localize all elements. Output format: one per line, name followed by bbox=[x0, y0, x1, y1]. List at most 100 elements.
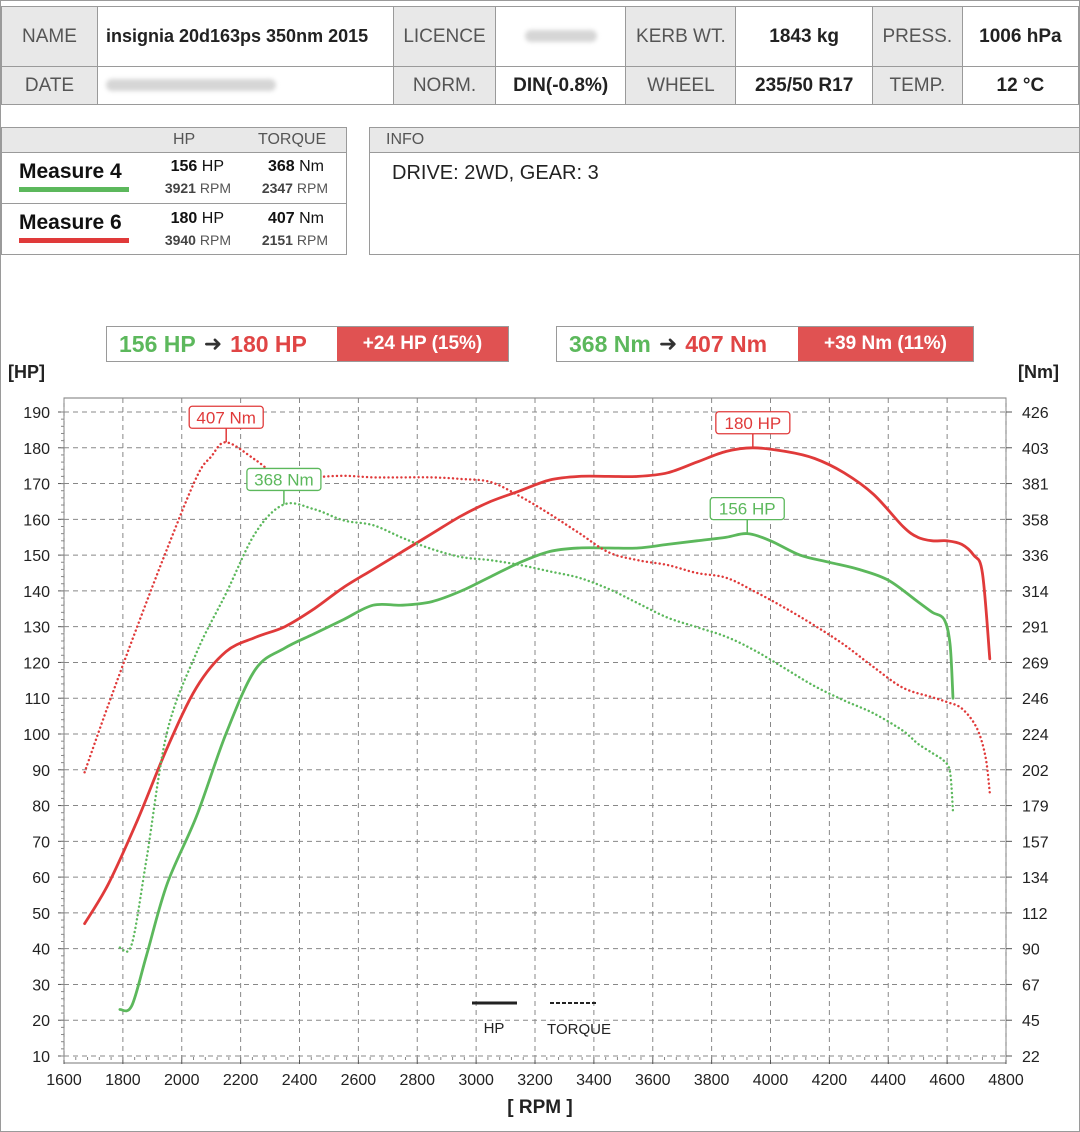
x-tick-label: 4800 bbox=[988, 1072, 1024, 1089]
hp-column-label: HP bbox=[173, 131, 196, 148]
measures-panel: HP TORQUE Measure 4 156 HP 368 Nm 3921 R… bbox=[1, 127, 347, 255]
hp-from-value: 156 HP bbox=[119, 331, 196, 357]
y-right-tick-label: 45 bbox=[1022, 1013, 1040, 1030]
annotation-box bbox=[246, 467, 322, 492]
measure-row[interactable]: Measure 6 180 HP 407 Nm 3940 RPM 2151 RP… bbox=[2, 203, 346, 254]
series-line-torque bbox=[83, 441, 991, 795]
y-left-tick-label: 120 bbox=[23, 655, 50, 672]
chart-legend: HP TORQUE bbox=[472, 1001, 611, 1038]
x-axis-label: [ RPM ] bbox=[507, 1097, 572, 1118]
kerb-weight-label: KERB WT. bbox=[625, 6, 737, 67]
arrow-right-icon: ➜ bbox=[658, 331, 678, 356]
annotation-box bbox=[715, 411, 791, 435]
y-right-tick-label: 134 bbox=[1022, 870, 1049, 887]
legend-hp-label: HP bbox=[484, 1020, 505, 1037]
annotation-label: 407 Nm bbox=[196, 408, 256, 427]
x-tick-label: 1800 bbox=[105, 1072, 141, 1089]
norm-label: NORM. bbox=[392, 66, 497, 105]
measure-hp-value: 180 HP bbox=[170, 210, 224, 227]
chart-ticks: 10 22 20 45 30 67 40 90 50 112 60 134 70 157 80 179 90 20… bbox=[23, 405, 1049, 1089]
y-right-tick-label: 403 bbox=[1022, 441, 1049, 458]
hp-comparison: 156 HP ➜ 180 HP +24 HP (15%) bbox=[106, 326, 509, 362]
x-tick-label: 3400 bbox=[576, 1072, 612, 1089]
y-left-tick-label: 190 bbox=[23, 405, 50, 422]
measure-color-swatch bbox=[19, 187, 129, 192]
y-right-tick-label: 291 bbox=[1022, 620, 1049, 637]
y-left-tick-label: 40 bbox=[32, 942, 50, 959]
legend-torque-label: TORQUE bbox=[547, 1021, 611, 1038]
measure-torque-value: 407 Nm bbox=[267, 210, 324, 227]
x-tick-label: 4600 bbox=[929, 1072, 965, 1089]
torque-to-value: 407 Nm bbox=[685, 331, 768, 357]
x-tick-label: 2400 bbox=[282, 1072, 318, 1089]
y-left-tick-label: 100 bbox=[23, 727, 50, 744]
vehicle-info-table: NAME insignia 20d163ps 350nm 2015 LICENC… bbox=[1, 6, 1080, 105]
y-left-tick-label: 150 bbox=[23, 548, 50, 565]
chart-series bbox=[83, 441, 992, 1013]
x-tick-label: 3200 bbox=[517, 1072, 553, 1089]
torque-comparison: 368 Nm ➜ 407 Nm +39 Nm (11%) bbox=[556, 326, 974, 362]
pressure-value: 1006 hPa bbox=[961, 6, 1080, 67]
y-left-tick-label: 50 bbox=[32, 906, 50, 923]
y-left-tick-label: 90 bbox=[32, 763, 50, 780]
chart-grid bbox=[63, 397, 1007, 1064]
measure-name: Measure 6 bbox=[19, 211, 122, 234]
y-right-tick-label: 67 bbox=[1022, 977, 1040, 994]
y-right-tick-label: 381 bbox=[1022, 477, 1049, 494]
torque-delta-badge: +39 Nm (11%) bbox=[798, 327, 973, 361]
x-tick-label: 3000 bbox=[458, 1072, 494, 1089]
pressure-label: PRESS. bbox=[871, 6, 963, 67]
x-tick-label: 2600 bbox=[341, 1072, 377, 1089]
measure-torque-value: 368 Nm bbox=[267, 158, 324, 175]
temperature-value: 12 °C bbox=[961, 66, 1080, 105]
y-left-tick-label: 20 bbox=[32, 1013, 50, 1030]
date-value bbox=[96, 66, 394, 105]
info-text: DRIVE: 2WD, GEAR: 3 bbox=[392, 162, 599, 184]
y-left-tick-label: 70 bbox=[32, 834, 50, 851]
chart-annotations: 407 Nm 368 Nm 180 HP 156 HP bbox=[188, 405, 791, 534]
y-left-tick-label: 130 bbox=[23, 620, 50, 637]
y-right-tick-label: 336 bbox=[1022, 548, 1049, 565]
y-left-tick-label: 60 bbox=[32, 870, 50, 887]
y-left-axis-label: [HP] bbox=[8, 362, 45, 382]
y-right-tick-label: 22 bbox=[1022, 1049, 1040, 1066]
torque-column-label: TORQUE bbox=[258, 131, 327, 148]
temperature-label: TEMP. bbox=[871, 66, 963, 105]
y-right-tick-label: 112 bbox=[1022, 906, 1048, 923]
x-tick-label: 2800 bbox=[399, 1072, 435, 1089]
y-right-tick-label: 358 bbox=[1022, 512, 1049, 529]
y-right-tick-label: 179 bbox=[1022, 799, 1049, 816]
annotation-label: 368 Nm bbox=[254, 470, 314, 489]
y-left-tick-label: 110 bbox=[24, 691, 50, 708]
measure-color-swatch bbox=[19, 238, 129, 243]
y-left-tick-label: 10 bbox=[32, 1049, 50, 1066]
measure-row[interactable]: Measure 4 156 HP 368 Nm 3921 RPM 2347 RP… bbox=[2, 153, 346, 203]
measure-hp-rpm: 3940 RPM bbox=[164, 232, 231, 248]
info-panel: INFO DRIVE: 2WD, GEAR: 3 bbox=[369, 127, 1080, 255]
norm-value: DIN(-0.8%) bbox=[495, 66, 627, 105]
annotation-box bbox=[188, 405, 264, 429]
wheel-value: 235/50 R17 bbox=[735, 66, 873, 105]
hp-to-value: 180 HP bbox=[230, 331, 307, 357]
y-right-tick-label: 246 bbox=[1022, 691, 1049, 708]
x-tick-label: 1600 bbox=[46, 1072, 82, 1089]
y-left-tick-label: 30 bbox=[32, 977, 50, 994]
x-tick-label: 4200 bbox=[812, 1072, 848, 1089]
y-left-tick-label: 180 bbox=[23, 441, 50, 458]
y-right-tick-label: 314 bbox=[1022, 584, 1049, 601]
x-tick-label: 3600 bbox=[635, 1072, 671, 1089]
y-right-tick-label: 426 bbox=[1022, 405, 1049, 422]
y-left-tick-label: 170 bbox=[23, 477, 50, 494]
x-tick-label: 2200 bbox=[223, 1072, 259, 1089]
y-left-tick-label: 80 bbox=[32, 799, 50, 816]
x-tick-label: 3800 bbox=[694, 1072, 730, 1089]
arrow-right-icon: ➜ bbox=[203, 331, 223, 356]
hp-delta-badge: +24 HP (15%) bbox=[337, 327, 508, 361]
y-right-tick-label: 157 bbox=[1022, 834, 1049, 851]
measures-header: HP TORQUE bbox=[2, 128, 346, 153]
series-line-hp bbox=[118, 532, 955, 1013]
info-label: INFO bbox=[370, 128, 1079, 153]
torque-from-value: 368 Nm bbox=[569, 331, 651, 357]
y-right-tick-label: 202 bbox=[1022, 763, 1049, 780]
